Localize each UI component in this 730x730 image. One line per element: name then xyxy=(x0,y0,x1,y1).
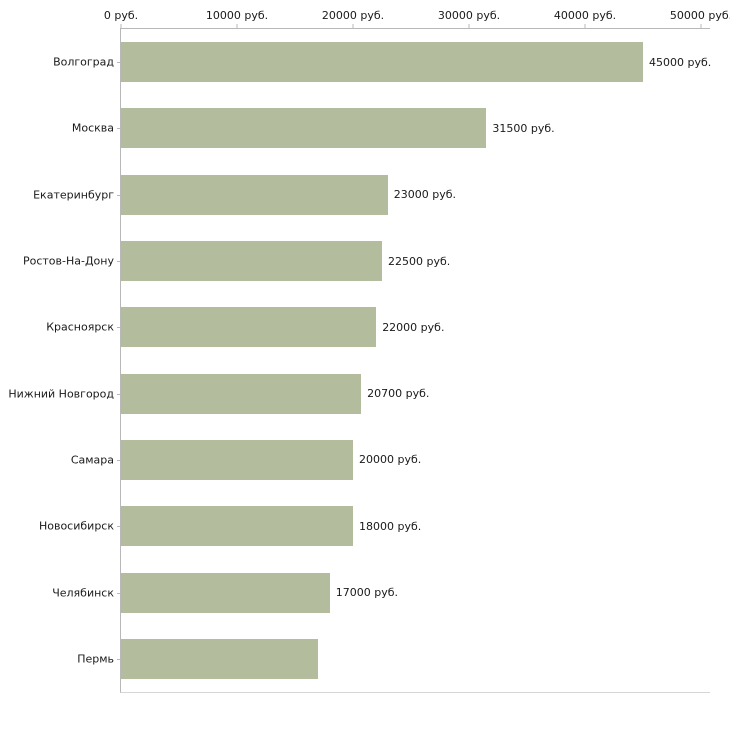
value-label: 20700 руб. xyxy=(367,387,430,401)
bar xyxy=(121,174,388,215)
bar xyxy=(121,439,353,480)
bar xyxy=(121,42,643,83)
category-label: Волгоград xyxy=(53,55,114,69)
category-label: Челябинск xyxy=(52,586,114,600)
x-tick-mark xyxy=(236,24,238,28)
bar-row: Самара 20000 руб. xyxy=(71,427,710,493)
bar xyxy=(121,506,353,547)
x-tick-label: 30000 руб. xyxy=(437,9,501,22)
category-label: Красноярск xyxy=(46,320,114,334)
value-label: 22000 руб. xyxy=(382,320,445,334)
y-tick-mark xyxy=(117,592,121,594)
x-tick-mark xyxy=(120,24,122,28)
bar xyxy=(121,108,487,149)
y-tick-mark xyxy=(117,128,121,130)
bar xyxy=(121,307,377,348)
value-label: 45000 руб. xyxy=(649,55,712,69)
y-tick-mark xyxy=(117,393,121,395)
bar xyxy=(121,373,362,414)
y-tick-mark xyxy=(117,658,121,660)
category-label: Пермь xyxy=(77,652,114,666)
category-label: Нижний Новгород xyxy=(8,387,114,401)
category-label: Новосибирск xyxy=(38,519,114,533)
x-tick-label: 20000 руб. xyxy=(321,9,385,22)
x-tick-mark xyxy=(584,24,586,28)
y-tick-mark xyxy=(117,526,121,528)
category-label: Москва xyxy=(71,121,114,135)
bar-row: Волгоград 45000 руб. xyxy=(53,29,712,95)
x-tick-label: 10000 руб. xyxy=(205,9,269,22)
value-label: 17000 руб. xyxy=(335,586,399,600)
value-label: 31500 руб. xyxy=(492,121,555,135)
plot-area: 0 руб. 10000 руб. 20000 руб. 30000 руб. 4000… xyxy=(8,9,730,693)
bar xyxy=(121,572,330,613)
bar-row: Красноярск 22000 руб. xyxy=(46,294,710,360)
bar xyxy=(121,241,382,282)
x-tick-mark xyxy=(352,24,354,28)
bar-row: Екатеринбург 23000 руб. xyxy=(33,162,710,228)
y-tick-mark xyxy=(117,459,121,461)
bar-row: Новосибирск 18000 руб. xyxy=(39,493,710,559)
bar-row: Челябинск 17000 руб. xyxy=(52,559,710,625)
bar-row: Нижний Новгород 20700 руб. xyxy=(8,360,710,426)
x-tick-label: 0 руб. xyxy=(103,9,139,22)
category-label: Ростов-На-Дону xyxy=(22,254,114,268)
value-label: 23000 руб. xyxy=(393,188,457,202)
value-label: 18000 руб. xyxy=(359,519,422,533)
bar xyxy=(121,638,319,679)
y-tick-mark xyxy=(117,62,121,64)
bar-row: Москва 31500 руб. xyxy=(72,95,710,161)
x-tick-mark xyxy=(468,24,470,28)
value-label: 22500 руб. xyxy=(388,254,451,268)
x-tick-mark xyxy=(700,24,702,28)
bar-row: Пермь xyxy=(77,626,710,692)
bar-row: Ростов-На-Дону 22500 руб. xyxy=(23,228,710,294)
category-label: Самара xyxy=(70,453,114,467)
y-tick-mark xyxy=(117,327,121,329)
value-label: 20000 руб. xyxy=(359,453,422,467)
category-label: Екатеринбург xyxy=(33,188,114,202)
y-tick-mark xyxy=(117,194,121,196)
x-tick-label: 50000 руб. xyxy=(669,9,730,22)
x-tick-label: 40000 руб. xyxy=(553,9,617,22)
y-tick-mark xyxy=(117,261,121,263)
bar-rows: Волгоград 45000 руб. Москва 31500 руб. Екате… xyxy=(8,29,712,692)
